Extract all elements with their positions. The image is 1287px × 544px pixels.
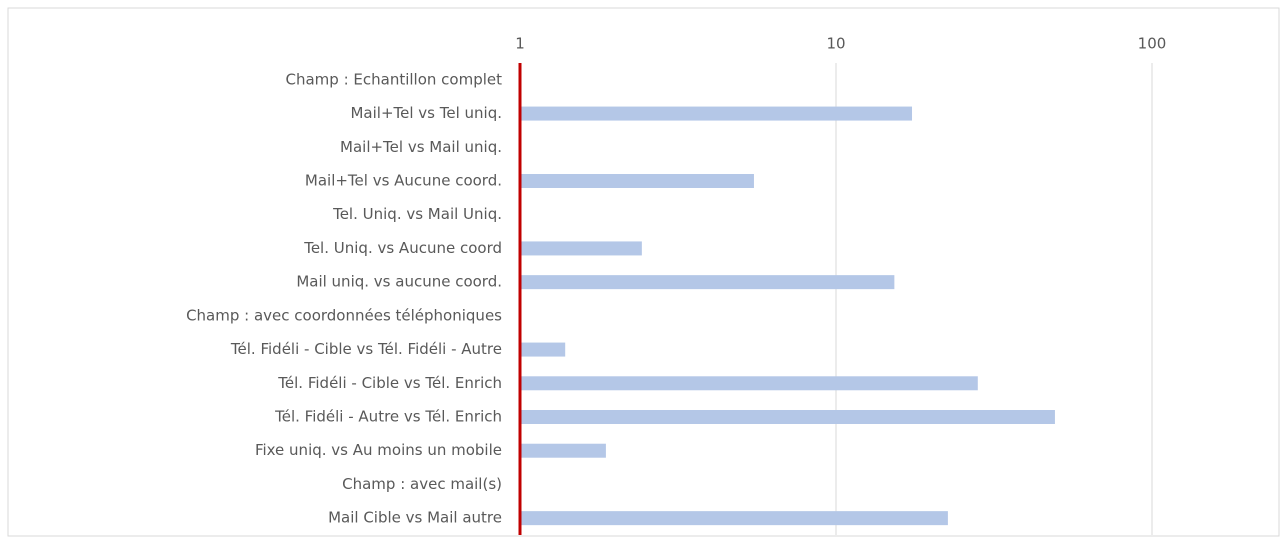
y-tick-label: Fixe uniq. vs Au moins un mobile	[255, 441, 502, 459]
bar	[520, 410, 1055, 424]
y-tick-label: Mail+Tel vs Tel uniq.	[350, 104, 502, 122]
y-tick-label: Tél. Fidéli - Cible vs Tél. Enrich	[277, 374, 502, 392]
chart-border	[7, 7, 1280, 537]
bar	[520, 511, 948, 526]
bar	[520, 174, 754, 188]
y-tick-label: Tél. Fidéli - Autre vs Tél. Enrich	[274, 408, 502, 426]
bar	[520, 106, 913, 121]
y-tick-label: Mail+Tel vs Mail uniq.	[340, 138, 502, 156]
y-tick-label: Mail uniq. vs aucune coord.	[296, 273, 502, 291]
y-tick-label: Tel. Uniq. vs Mail Uniq.	[332, 205, 502, 223]
y-tick-label: Tél. Fidéli - Cible vs Tél. Fidéli - Aut…	[230, 340, 502, 358]
y-tick-label: Champ : avec coordonnées téléphoniques	[186, 306, 502, 324]
bar	[520, 241, 642, 256]
bar	[520, 342, 566, 357]
y-tick-label: Mail+Tel vs Aucune coord.	[305, 172, 502, 190]
x-tick-label: 1	[515, 35, 525, 53]
y-tick-label: Mail Cible vs Mail autre	[328, 509, 502, 527]
x-tick-label: 10	[826, 35, 845, 53]
bar	[520, 275, 895, 290]
x-tick-label: 100	[1138, 35, 1167, 53]
bar	[520, 376, 978, 391]
y-tick-label: Champ : Echantillon complet	[286, 70, 503, 88]
y-tick-label: Champ : avec mail(s)	[342, 475, 502, 493]
y-tick-label: Tel. Uniq. vs Aucune coord	[303, 239, 502, 257]
bar	[520, 443, 606, 458]
